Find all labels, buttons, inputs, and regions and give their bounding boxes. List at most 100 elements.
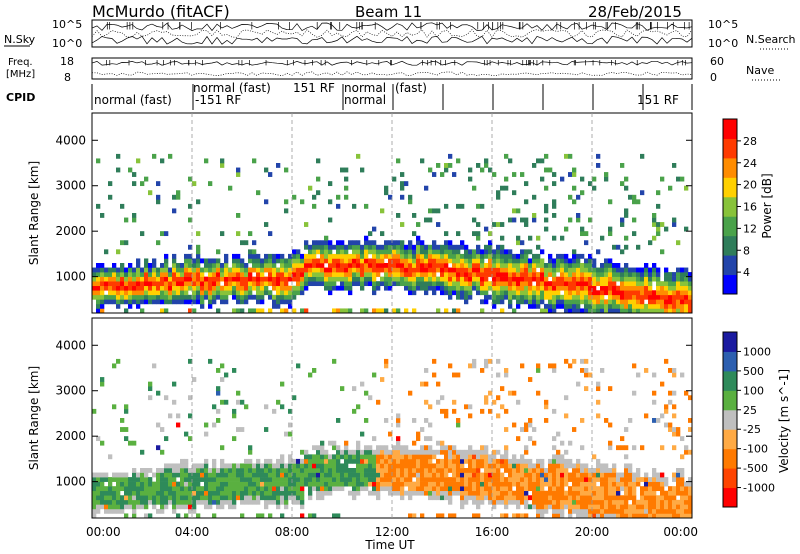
velocity-cell: [540, 458, 545, 464]
power-cell: [480, 167, 485, 173]
velocity-cell: [356, 445, 361, 451]
velocity-cell: [380, 486, 385, 492]
velocity-cell: [520, 490, 525, 496]
velocity-cell: [296, 499, 301, 505]
velocity-cell: [384, 449, 389, 455]
velocity-cell: [640, 508, 645, 514]
power-cell: [128, 303, 133, 309]
velocity-cell: [532, 490, 537, 496]
power-cell: [560, 263, 565, 268]
velocity-cell: [576, 458, 581, 464]
velocity-cell: [664, 499, 669, 505]
velocity-cell: [688, 490, 693, 496]
velocity-cell: [388, 481, 393, 487]
velocity-cell: [188, 358, 193, 364]
freq-traces: [91, 60, 693, 77]
velocity-cell: [504, 504, 509, 510]
velocity-cell: [136, 504, 141, 510]
power-cell: [112, 263, 117, 268]
power-cell: [348, 267, 353, 273]
velocity-cell: [656, 418, 661, 423]
velocity-cell: [512, 499, 517, 505]
power-cell: [568, 281, 573, 287]
power-cell: [304, 267, 309, 273]
velocity-cell: [556, 490, 561, 496]
power-cell: [480, 272, 485, 277]
power-cell: [408, 253, 413, 259]
velocity-cell: [408, 486, 413, 492]
velocity-cell: [664, 504, 669, 510]
velocity-cell: [456, 458, 461, 464]
velocity-cell: [224, 468, 229, 473]
power-cell: [264, 267, 269, 273]
power-cell: [112, 299, 117, 305]
velocity-cell: [680, 477, 685, 482]
velocity-cell: [576, 472, 581, 478]
velocity-cell: [124, 486, 129, 492]
velocity-cell: [448, 458, 453, 464]
power-cell: [200, 290, 205, 296]
velocity-cell: [184, 481, 189, 487]
power-cell: [468, 285, 473, 291]
power-cell: [316, 276, 321, 282]
velocity-cell: [532, 495, 537, 501]
power-cell: [452, 281, 457, 287]
power-cell: [352, 203, 357, 209]
velocity-cell: [248, 499, 253, 505]
velocity-cell: [532, 481, 537, 487]
power-colorbar-tick-label: 16: [743, 201, 757, 214]
power-cell: [404, 267, 409, 273]
power-cell: [316, 244, 321, 250]
velocity-cell: [324, 468, 329, 473]
velocity-cell: [396, 490, 401, 496]
velocity-cell: [556, 486, 561, 492]
power-cell: [368, 272, 373, 277]
velocity-cell: [184, 468, 189, 473]
power-cell: [220, 272, 225, 277]
power-cell: [548, 285, 553, 291]
power-cell: [388, 285, 393, 291]
power-cell: [624, 290, 629, 296]
power-cell: [296, 263, 301, 268]
velocity-cell: [628, 481, 633, 487]
power-cell: [552, 267, 557, 273]
power-cell: [216, 294, 221, 300]
power-cell: [524, 299, 529, 305]
power-cell: [412, 276, 417, 282]
velocity-cell: [124, 404, 129, 410]
power-cell: [648, 240, 653, 246]
power-cell: [656, 303, 661, 309]
velocity-cell: [564, 458, 569, 464]
y-tick-label: 4000: [55, 338, 86, 352]
velocity-cell: [540, 463, 545, 469]
x-tick-label: 20:00: [575, 525, 610, 539]
velocity-cell: [376, 472, 381, 478]
velocity-cell: [196, 513, 201, 519]
power-cell: [428, 285, 433, 291]
power-cell: [372, 267, 377, 273]
power-cell: [288, 285, 293, 291]
power-cell: [108, 267, 113, 273]
velocity-cell: [444, 454, 449, 460]
power-cell: [416, 272, 421, 277]
power-cell: [532, 294, 537, 300]
power-cell: [392, 263, 397, 268]
velocity-cell: [496, 463, 501, 469]
power-cell: [284, 272, 289, 277]
power-cell: [464, 263, 469, 268]
velocity-cell: [188, 477, 193, 482]
power-cell: [200, 281, 205, 287]
cpid-entry: normal (fast): [94, 93, 172, 107]
power-cell: [340, 240, 345, 246]
velocity-cell: [632, 445, 637, 451]
velocity-cell: [652, 390, 657, 396]
velocity-cell: [340, 468, 345, 473]
velocity-cell: [672, 504, 677, 510]
power-cell: [548, 167, 553, 173]
velocity-cell: [228, 463, 233, 469]
velocity-cell: [396, 418, 401, 423]
power-cell: [212, 258, 217, 264]
power-cell: [248, 249, 253, 255]
power-cell: [488, 231, 493, 237]
power-cell: [504, 263, 509, 268]
